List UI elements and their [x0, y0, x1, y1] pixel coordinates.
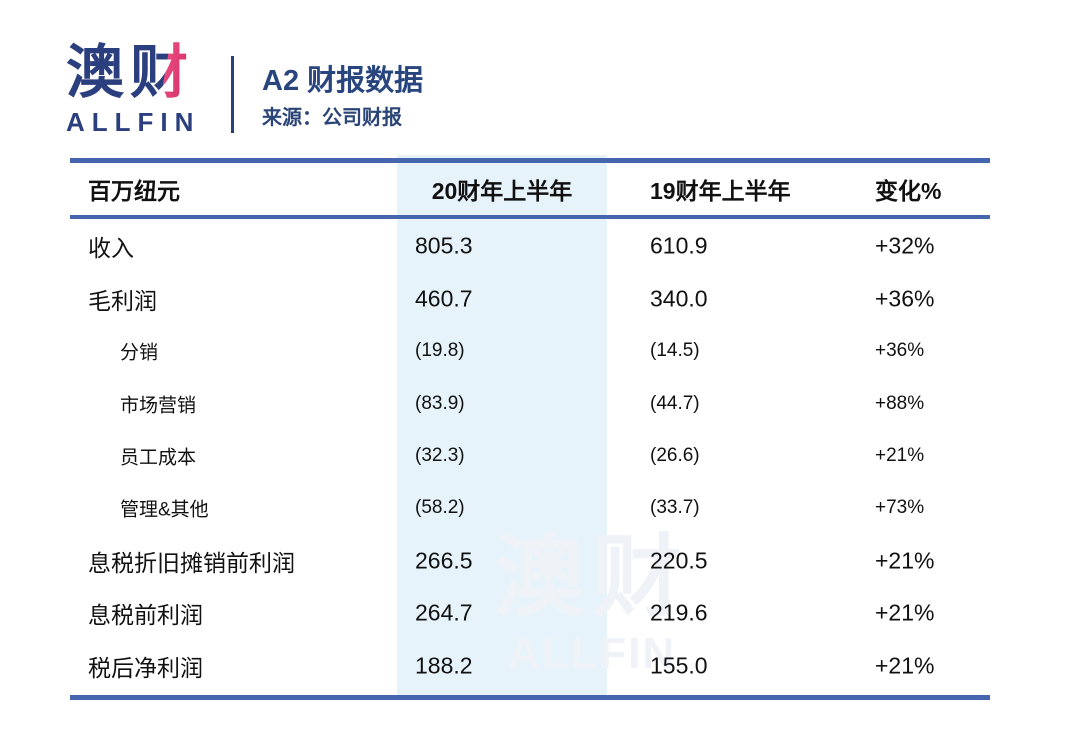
table-row-net-profit: 税后净利润 188.2 155.0 +21% — [70, 640, 990, 692]
row-label: 收入 — [88, 235, 134, 262]
logo-chinese-wordmark: 澳财 — [66, 44, 200, 102]
row-fy19h1-value: (14.5) — [650, 340, 700, 362]
column-header-change: 变化% — [875, 178, 942, 204]
row-fy19h1-value: 610.9 — [650, 232, 708, 259]
row-label: 分销 — [120, 342, 159, 364]
logo-char-cai: 财 — [130, 40, 195, 105]
row-fy20h1-value: 805.3 — [415, 232, 473, 259]
row-fy19h1-value: (26.6) — [650, 444, 700, 466]
highlight-column-band — [397, 155, 607, 700]
row-label: 市场营销 — [120, 395, 197, 417]
row-change-value: +73% — [875, 497, 925, 519]
table-header-row: 百万纽元 20财年上半年 19财年上半年 变化% — [70, 163, 990, 215]
row-change-value: +88% — [875, 392, 925, 414]
column-header-unit: 百万纽元 — [88, 178, 180, 204]
row-label: 管理&其他 — [120, 499, 209, 521]
table-body: 收入 805.3 610.9 +32% 毛利润 460.7 340.0 +36%… — [70, 220, 990, 692]
row-change-value: +36% — [875, 340, 925, 362]
row-fy20h1-value: 266.5 — [415, 547, 473, 574]
row-fy20h1-value: (19.8) — [415, 340, 465, 362]
table-row-ebit: 息税前利润 264.7 219.6 +21% — [70, 587, 990, 639]
row-label: 息税折旧摊销前利润 — [88, 549, 295, 576]
table-row-gross-profit: 毛利润 460.7 340.0 +36% — [70, 272, 990, 324]
table-row-admin-other: 管理&其他 (58.2) (33.7) +73% — [70, 482, 990, 534]
table-header-rule — [70, 215, 990, 219]
allfin-logo: 澳财 ALLFIN — [66, 44, 200, 138]
row-fy19h1-value: 219.6 — [650, 599, 708, 626]
row-fy19h1-value: 155.0 — [650, 652, 708, 679]
row-label: 税后净利润 — [88, 654, 203, 681]
brand-divider-line — [231, 56, 234, 133]
row-fy20h1-value: 188.2 — [415, 652, 473, 679]
page-title: A2 财报数据 — [262, 65, 424, 97]
table-top-rule — [70, 158, 990, 163]
table-row-revenue: 收入 805.3 610.9 +32% — [70, 220, 990, 272]
row-fy20h1-value: (58.2) — [415, 497, 465, 519]
row-label: 毛利润 — [88, 287, 157, 314]
row-label: 员工成本 — [120, 447, 197, 469]
row-change-value: +21% — [875, 547, 935, 574]
row-change-value: +21% — [875, 652, 935, 679]
row-label: 息税前利润 — [88, 602, 203, 629]
row-fy20h1-value: 460.7 — [415, 285, 473, 312]
column-header-fy20h1: 20财年上半年 — [431, 178, 573, 204]
row-fy19h1-value: 220.5 — [650, 547, 708, 574]
data-source-label: 来源：公司财报 — [262, 107, 402, 129]
row-fy20h1-value: (83.9) — [415, 392, 465, 414]
table-row-marketing: 市场营销 (83.9) (44.7) +88% — [70, 377, 990, 429]
row-fy19h1-value: 340.0 — [650, 285, 708, 312]
logo-char-ao: 澳 — [66, 40, 131, 105]
table-row-ebitda: 息税折旧摊销前利润 266.5 220.5 +21% — [70, 535, 990, 587]
row-fy20h1-value: (32.3) — [415, 444, 465, 466]
row-fy19h1-value: (33.7) — [650, 497, 700, 519]
row-change-value: +21% — [875, 599, 935, 626]
logo-english-wordmark: ALLFIN — [66, 107, 201, 137]
row-fy20h1-value: 264.7 — [415, 599, 473, 626]
row-fy19h1-value: (44.7) — [650, 392, 700, 414]
table-row-staff-costs: 员工成本 (32.3) (26.6) +21% — [70, 430, 990, 482]
row-change-value: +36% — [875, 285, 935, 312]
table-row-distribution: 分销 (19.8) (14.5) +36% — [70, 325, 990, 377]
row-change-value: +21% — [875, 444, 925, 466]
row-change-value: +32% — [875, 232, 935, 259]
column-header-fy19h1: 19财年上半年 — [650, 178, 791, 204]
table-bottom-rule — [70, 695, 990, 700]
